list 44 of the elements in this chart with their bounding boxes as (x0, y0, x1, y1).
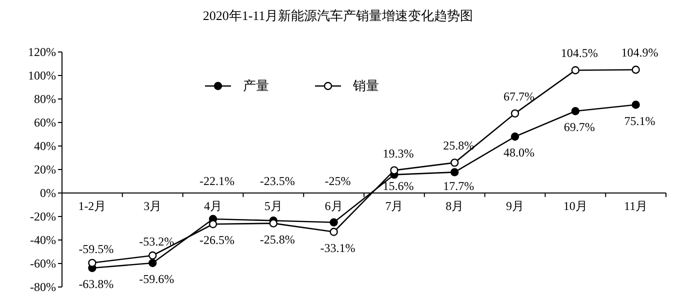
x-tick-label: 7月 (385, 199, 404, 213)
x-tick-label: 9月 (506, 199, 524, 213)
data-label: -23.5% (260, 174, 295, 188)
data-label: 104.5% (560, 46, 598, 60)
y-tick-label: 60% (34, 116, 56, 130)
legend-label: 销量 (352, 78, 379, 93)
data-label: 48.0% (504, 146, 534, 160)
data-label: 17.7% (443, 179, 474, 193)
data-label: 67.7% (504, 89, 534, 104)
y-tick-label: 120% (28, 45, 56, 59)
data-label: 69.7% (564, 120, 595, 134)
y-tick-label: 100% (28, 68, 56, 82)
legend-label: 产量 (243, 78, 269, 93)
x-tick-label: 8月 (446, 199, 464, 213)
data-label: -25.8% (260, 232, 295, 246)
data-label: -59.5% (78, 242, 114, 256)
data-label: -59.6% (139, 272, 174, 286)
x-tick-label: 5月 (264, 199, 282, 213)
y-tick-label: -40% (30, 233, 56, 247)
data-label: 75.1% (624, 114, 656, 128)
chart-title: 2020年1-11月新能源汽车产销量增速变化趋势图 (202, 8, 474, 23)
x-tick-label: 1-2月 (78, 199, 106, 213)
data-label: 25.8% (443, 138, 474, 153)
y-tick-label: 20% (34, 162, 56, 176)
x-tick-label: 6月 (324, 199, 343, 213)
data-label: 104.9% (621, 46, 658, 60)
y-tick-label: -80% (30, 280, 56, 294)
x-tick-label: 10月 (563, 199, 588, 213)
x-tick-label: 4月 (204, 199, 222, 213)
data-label: -33.1% (320, 240, 356, 255)
y-tick-label: 0% (40, 186, 56, 200)
data-label: 19.3% (382, 146, 414, 160)
y-tick-label: -60% (30, 256, 56, 270)
data-label: -63.8% (78, 276, 114, 291)
x-tick-label: 3月 (144, 199, 162, 213)
y-tick-label: 40% (34, 139, 56, 153)
data-label: -22.1% (200, 174, 234, 188)
y-tick-label: -20% (30, 210, 56, 224)
y-tick-label: 80% (34, 92, 56, 106)
x-tick-label: 11月 (624, 199, 648, 213)
data-label: -25% (324, 174, 351, 188)
data-label: -53.2% (139, 234, 174, 249)
data-label: 15.6% (382, 179, 414, 193)
data-label: -26.5% (200, 233, 234, 248)
